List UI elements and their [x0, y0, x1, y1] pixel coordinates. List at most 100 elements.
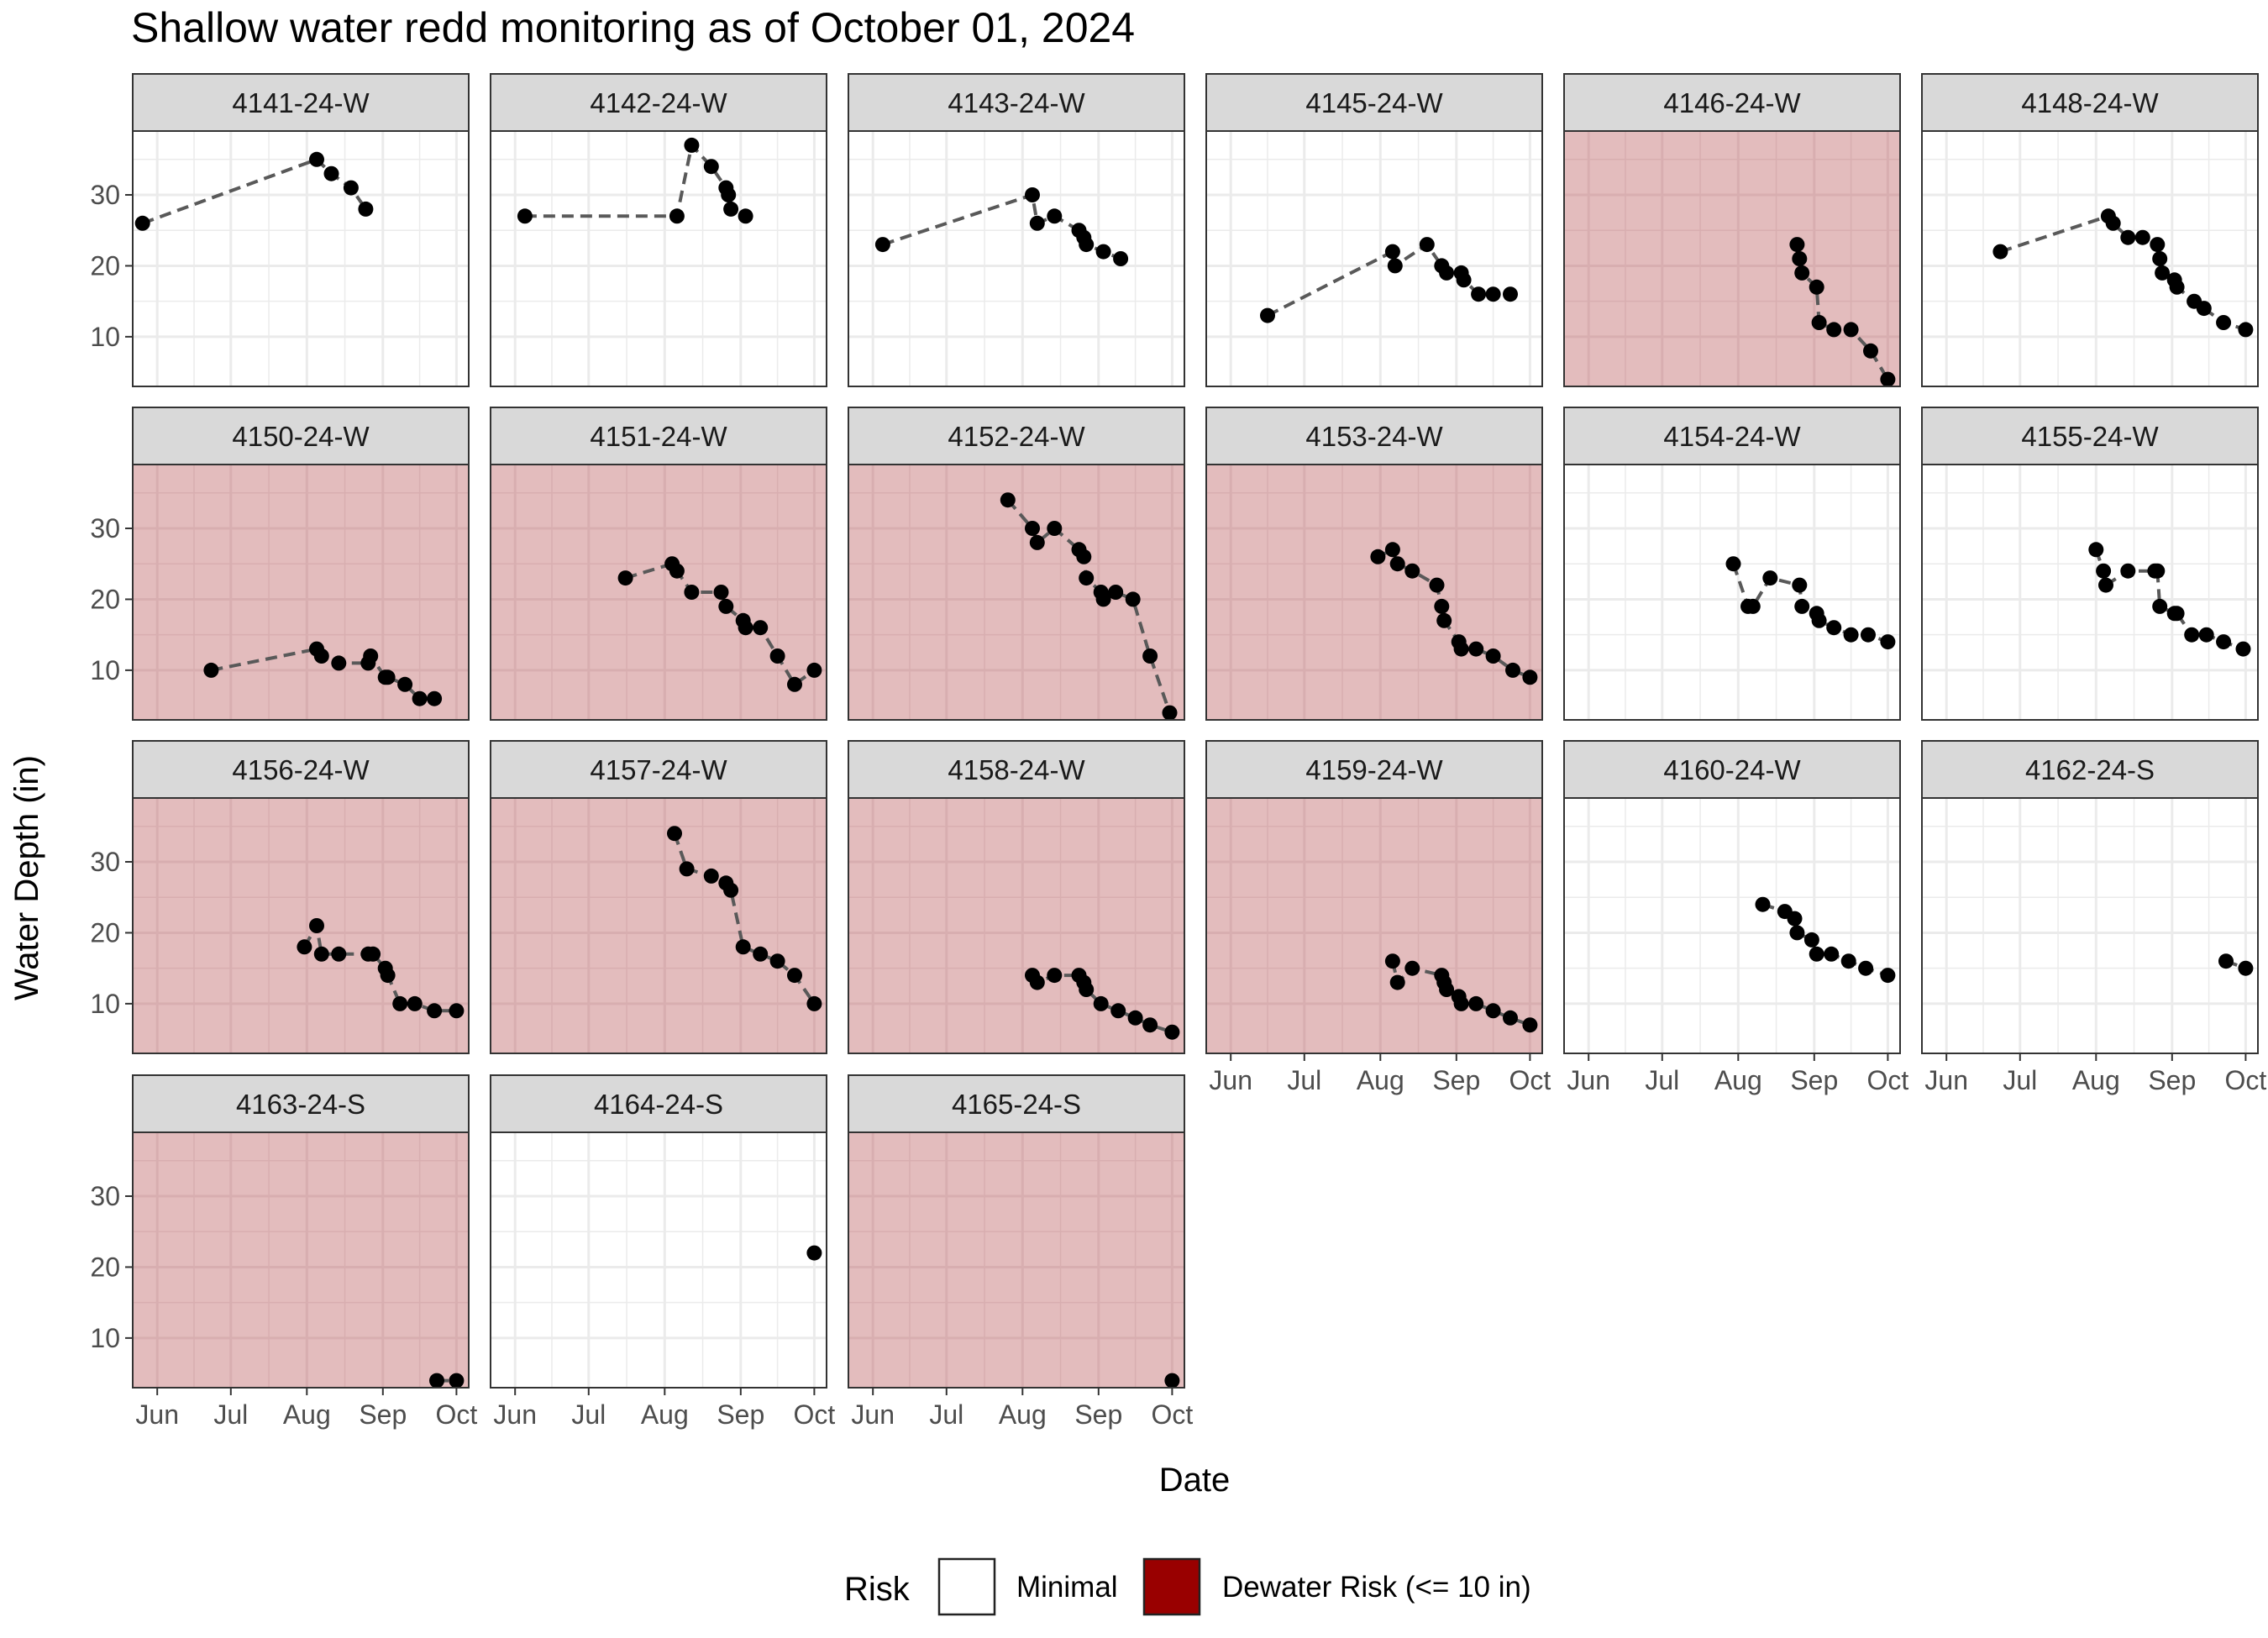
facet-label: 4151-24-W: [590, 421, 727, 452]
data-point: [684, 585, 700, 600]
data-point: [753, 946, 769, 962]
facet-strip: [132, 73, 470, 132]
data-point: [721, 187, 737, 202]
data-point: [1792, 577, 1808, 593]
x-tick-label: Oct: [1509, 1065, 1551, 1095]
data-point: [1880, 371, 1896, 387]
data-point: [2216, 315, 2232, 330]
facet-panel: 4152-24-W: [848, 407, 1185, 721]
legend-key-dewater-risk: [1142, 1557, 1201, 1616]
data-point: [1434, 598, 1450, 614]
data-point: [1809, 279, 1824, 295]
data-point: [1142, 648, 1158, 664]
data-point: [1468, 995, 1484, 1011]
data-point: [1419, 237, 1435, 253]
data-point: [1789, 237, 1805, 253]
data-point: [134, 215, 150, 231]
data-point: [1029, 534, 1045, 550]
data-point: [738, 208, 753, 224]
data-point: [380, 968, 396, 984]
x-tick-label: Aug: [2072, 1065, 2120, 1095]
x-tick-label: Oct: [1867, 1065, 1909, 1095]
x-tick-label: Jul: [1287, 1065, 1321, 1095]
data-point: [397, 676, 413, 692]
legend-title: Risk: [844, 1571, 911, 1608]
facet-strip: [490, 407, 827, 465]
facet-label: 4150-24-W: [232, 421, 370, 452]
legend-key-minimal: [937, 1557, 996, 1616]
data-point: [1047, 208, 1063, 224]
data-point: [1725, 556, 1741, 572]
data-point: [2238, 322, 2254, 338]
series-line: [673, 832, 816, 1005]
y-tick-label: 30: [90, 1181, 120, 1211]
data-point: [2134, 229, 2150, 245]
data-point: [787, 968, 802, 984]
data-point: [1880, 968, 1896, 984]
panel-border: [848, 1131, 1185, 1389]
data-point: [684, 137, 700, 153]
facet-label: 4142-24-W: [590, 87, 727, 118]
x-tick-label: Jul: [571, 1399, 606, 1430]
x-tick-label: Aug: [1357, 1065, 1404, 1095]
data-point: [380, 669, 396, 685]
facet-label: 4157-24-W: [590, 754, 727, 785]
data-point: [703, 159, 719, 175]
data-point: [2196, 301, 2212, 317]
facet-label: 4164-24-S: [594, 1089, 723, 1120]
x-tick-label: Jul: [1645, 1065, 1679, 1095]
facet-label: 4145-24-W: [1305, 87, 1443, 118]
data-point: [1384, 542, 1400, 558]
x-tick-label: Sep: [1790, 1065, 1838, 1095]
facet-strip: [1563, 73, 1901, 132]
data-point: [1439, 982, 1455, 997]
facet-panel: 4153-24-W: [1205, 407, 1543, 721]
data-point: [1029, 974, 1045, 990]
data-point: [1029, 215, 1045, 231]
data-point: [517, 208, 533, 224]
data-point: [1384, 244, 1400, 260]
panel-border: [848, 464, 1185, 721]
data-point: [1809, 946, 1824, 962]
data-point: [1113, 251, 1129, 266]
panel-background: [1564, 465, 1900, 720]
x-tick-label: Sep: [1074, 1399, 1122, 1430]
legend-label-dewater-risk: Dewater Risk (<= 10 in): [1222, 1571, 1531, 1604]
data-point: [1787, 911, 1803, 927]
panel-background: [848, 1132, 1184, 1388]
facet-panel: 4148-24-W: [1921, 73, 2259, 387]
panel-border: [132, 130, 470, 387]
facet-panel: 4145-24-W: [1205, 73, 1543, 387]
facet-strip: [1921, 73, 2259, 132]
x-tick-label: Jul: [213, 1399, 248, 1430]
x-axis-title: Date: [1159, 1462, 1231, 1499]
data-point: [2096, 563, 2112, 579]
data-point: [1755, 896, 1771, 912]
x-tick-label: Sep: [2148, 1065, 2196, 1095]
data-point: [1803, 932, 1819, 948]
data-point: [1370, 549, 1386, 564]
data-point: [1047, 968, 1063, 984]
facet-panel: 4156-24-W 10 20 30: [90, 740, 470, 1054]
data-point: [1436, 612, 1452, 628]
panel-background: [133, 131, 469, 386]
data-point: [313, 946, 329, 962]
data-point: [787, 676, 802, 692]
data-point: [1260, 307, 1275, 323]
data-point: [313, 648, 329, 664]
x-tick-label: Aug: [999, 1399, 1047, 1430]
chart-title: Shallow water redd monitoring as of Octo…: [131, 4, 1135, 51]
data-point: [1384, 953, 1400, 969]
data-point: [392, 995, 408, 1011]
data-point: [769, 648, 785, 664]
data-point: [2198, 627, 2214, 643]
data-point: [1387, 258, 1403, 274]
facet-label: 4155-24-W: [2021, 421, 2159, 452]
facet-strip: [1921, 740, 2259, 799]
facet-strip: [1563, 740, 1901, 799]
data-point: [1858, 960, 1874, 976]
facet-label: 4141-24-W: [232, 87, 370, 118]
facet-label: 4163-24-S: [236, 1089, 365, 1120]
y-tick-label: 10: [90, 655, 120, 685]
facet-panel: 4165-24-S Jun Jul Aug Sep Oct: [848, 1074, 1193, 1430]
